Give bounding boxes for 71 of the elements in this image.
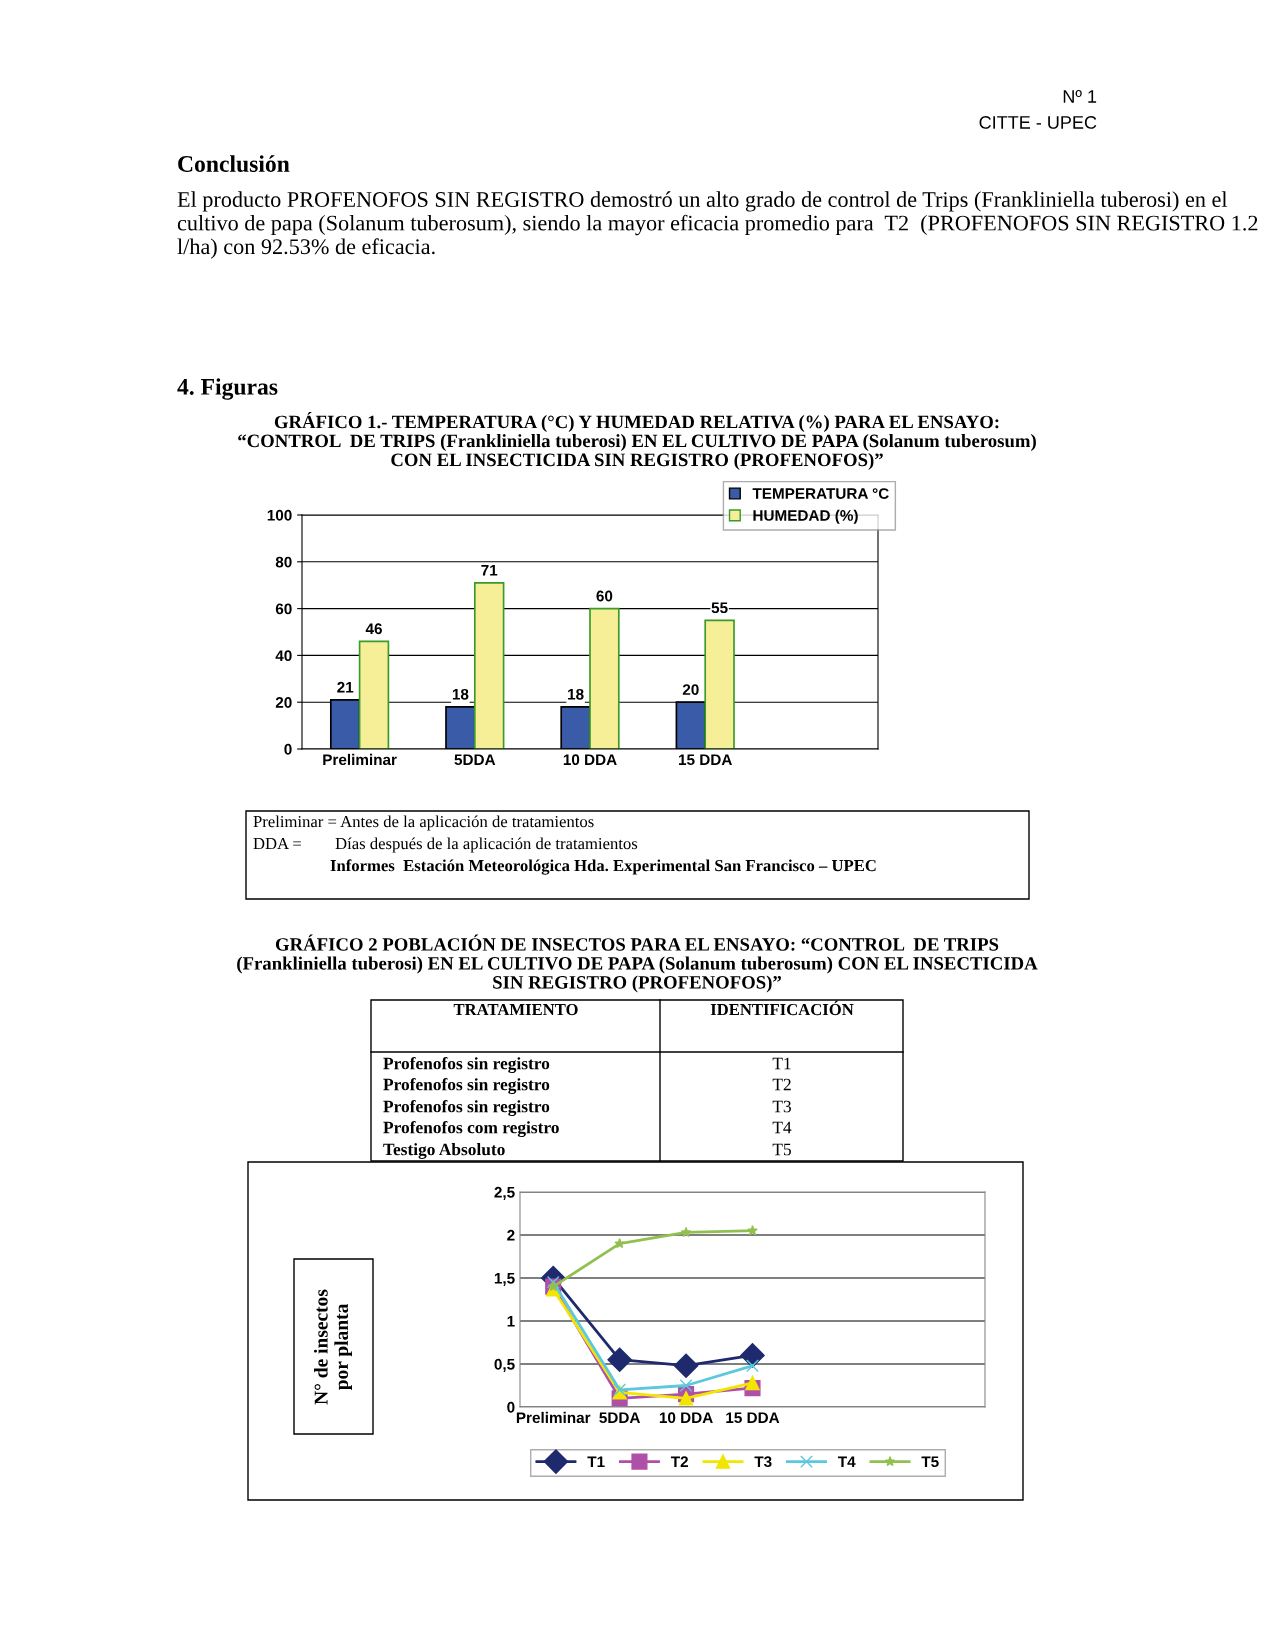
data-label: 18	[452, 688, 469, 700]
legend-label: T3	[754, 1456, 772, 1468]
x-tick-label: 5DDA	[599, 1412, 641, 1424]
text: T4	[772, 1121, 792, 1134]
bar	[704, 619, 735, 749]
y-tick-label: 2,5	[494, 1186, 515, 1200]
point	[746, 1359, 759, 1373]
bar	[358, 640, 390, 749]
x-tick-label: 10 DDA	[659, 1412, 713, 1424]
point	[740, 1343, 765, 1368]
data-label: 18	[568, 688, 584, 700]
y-tick-label: 80	[275, 556, 292, 568]
x-tick-label: Preliminar	[516, 1411, 591, 1424]
y-tick-label: 0	[507, 1401, 515, 1413]
point	[678, 1391, 694, 1406]
text: Profenofos sin registro	[383, 1056, 550, 1074]
text: T2	[772, 1078, 791, 1091]
text: Informes Estación Meteorológica Hda. Experimental San Francisco – UPEC	[330, 859, 876, 875]
y-tick-label: 2	[507, 1229, 515, 1241]
text: DDA = Días después de la aplicación de tratamientos	[253, 837, 638, 853]
x-tick-label: 10 DDA	[563, 754, 617, 766]
text: T3	[772, 1100, 791, 1113]
point	[679, 1379, 693, 1392]
point	[680, 1226, 692, 1238]
text: IDENTIFICACIÓN	[710, 1000, 854, 1016]
legend-label: T5	[921, 1456, 939, 1468]
text: Profenofos com registro	[383, 1120, 559, 1138]
data-label: 71	[481, 565, 498, 576]
text: El producto PROFENOFOS SIN REGISTRO demostró un alto grado de control de Trips (Frankliniella tuberosi) en el cultivo de papa (Solanum tuberosum), siendo la mayor eficacia promedio para T2 (PROFENOFOS SIN REGISTRO 1.2 l/ha) con 92.53% de eficacia.	[177, 191, 1258, 259]
x-tick-label: 15 DDA	[726, 1412, 780, 1424]
y-tick-label: 1	[507, 1316, 515, 1327]
text: CITTE - UPEC	[979, 116, 1097, 129]
legend-label: T4	[837, 1456, 856, 1467]
point	[614, 1238, 625, 1249]
data-label: 60	[596, 590, 613, 602]
chart-title: GRÁFICO 2 POBLACIÓN DE INSECTOS PARA EL ENSAYO: “CONTROL DE TRIPS (Frankliniella tuberosi) EN EL CULTIVO DE PAPA (Solanum tuberosum) CON EL INSECTICIDA SIN REGISTRO (PROFENOFOS)”	[237, 934, 1038, 993]
y-tick-label: 0	[284, 743, 292, 755]
text: Profenofos sin registro	[383, 1099, 550, 1117]
text: Profenofos sin registro	[383, 1077, 550, 1095]
x-tick-label: 15 DDA	[678, 754, 732, 766]
text: T1	[772, 1057, 791, 1070]
y-tick-label: 40	[275, 650, 292, 662]
text: Nº 1	[1063, 90, 1097, 103]
y-tick-label: 20	[275, 697, 292, 708]
x-tick-label: Preliminar	[323, 753, 397, 766]
data-label: 20	[682, 684, 699, 696]
text: T5	[772, 1143, 791, 1156]
legend-label: TEMPERATURA °C	[752, 488, 889, 499]
y-tick-label: 1,5	[494, 1273, 515, 1286]
text: Conclusión	[178, 155, 290, 172]
bar	[473, 582, 505, 749]
point	[546, 1275, 560, 1289]
y-tick-label: 100	[267, 509, 292, 521]
y-tick-label: 0,5	[494, 1358, 515, 1372]
data-label: 46	[365, 623, 382, 635]
legend-label: T2	[670, 1456, 688, 1467]
y-axis-title: N° de insectos por planta	[314, 1289, 352, 1405]
point	[607, 1347, 632, 1372]
data-label: 21	[337, 681, 354, 693]
y-tick-label: 60	[275, 603, 292, 615]
text: 4. Figuras	[177, 378, 278, 400]
point	[745, 1375, 760, 1391]
legend-label: T1	[587, 1456, 605, 1467]
x-tick-label: 5DDA	[454, 754, 496, 766]
point	[673, 1353, 699, 1379]
text: Preliminar = Antes de la aplicación de tratamientos	[253, 815, 594, 831]
text: TRATAMIENTO	[453, 1003, 578, 1016]
chart-title: GRÁFICO 1.- TEMPERATURA (°C) Y HUMEDAD RELATIVA (%) PARA EL ENSAYO: “CONTROL DE TRIPS (Frankliniella tuberosi) EN EL CULTIVO DE PAPA (Solanum tuberosum) CON EL INSECTICIDA SIN REGISTRO (PROFENOFOS)”	[238, 412, 1036, 470]
data-label: 55	[711, 602, 728, 614]
legend-label: HUMEDAD (%)	[753, 509, 858, 524]
text: Testigo Absoluto	[383, 1143, 505, 1159]
